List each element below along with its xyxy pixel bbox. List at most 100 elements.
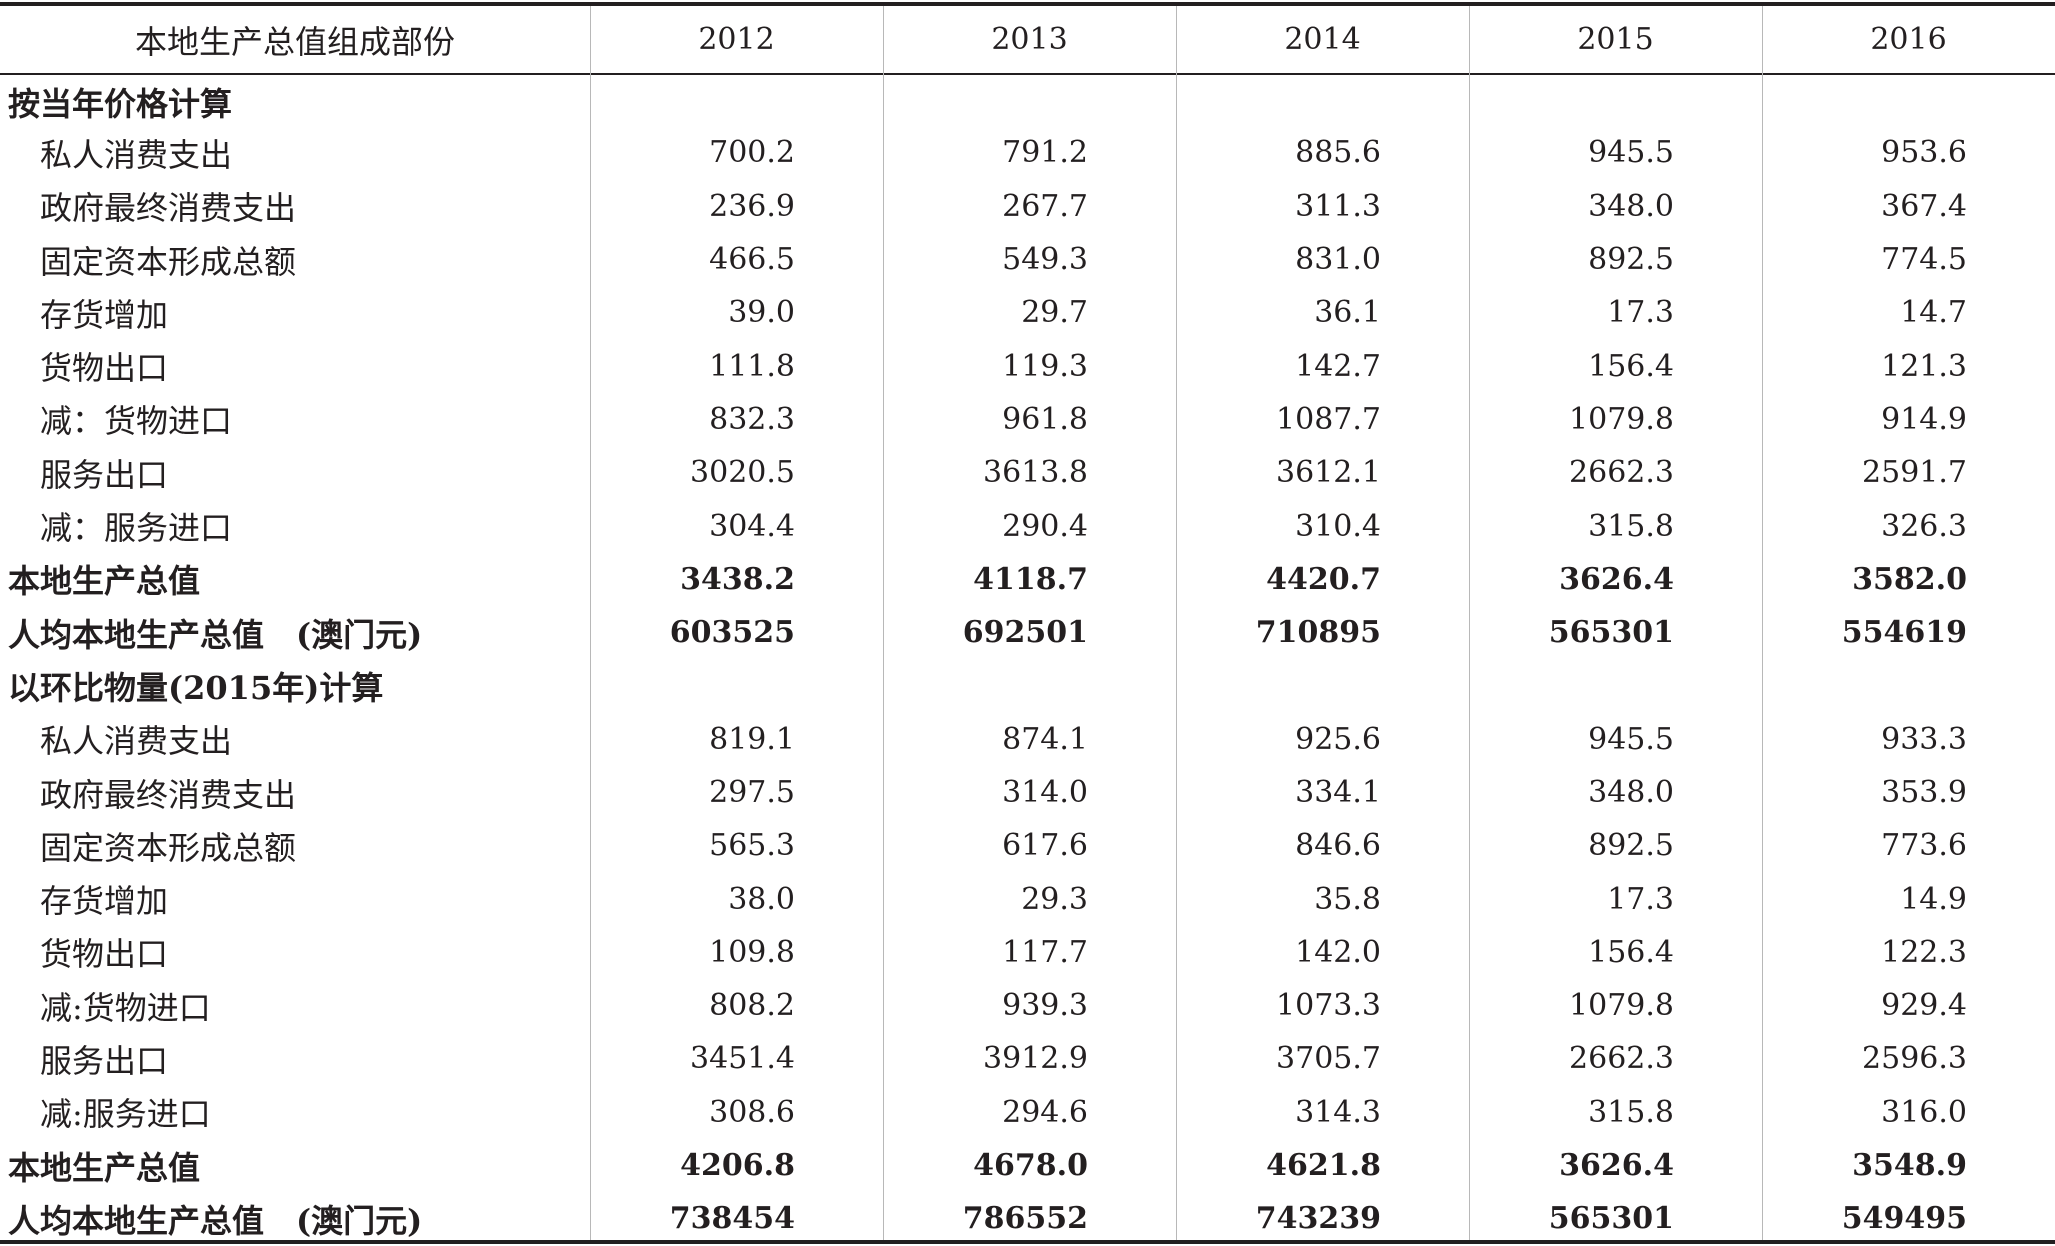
row-label: 减：服务进口 [40, 509, 233, 548]
table-header-row: 本地生产总值组成部份 2012 2013 2014 2015 2016 [0, 6, 2055, 73]
section-header-row: 以环比物量(2015年)计算 [0, 659, 2055, 712]
value-cell: 3912.9 [983, 1041, 1088, 1077]
value-cell: 692501 [962, 615, 1088, 651]
value-cell: 310.4 [1295, 508, 1381, 544]
value-cell: 2662.3 [1569, 1041, 1674, 1077]
table-row: 减：货物进口 832.3 961.8 1087.7 1079.8 914.9 [0, 393, 2055, 446]
total-row: 本地生产总值 4206.8 4678.0 4621.8 3626.4 3548.9 [0, 1139, 2055, 1192]
value-cell: 3613.8 [983, 455, 1088, 491]
column-divider [590, 6, 591, 1240]
header-cell-year: 2014 [1284, 22, 1361, 57]
value-cell: 565301 [1548, 1201, 1674, 1237]
table-row: 政府最终消费支出 297.5 314.0 334.1 348.0 353.9 [0, 766, 2055, 819]
value-cell: 3438.2 [680, 561, 795, 597]
row-label: 本地生产总值 [8, 1148, 201, 1187]
value-cell: 3451.4 [690, 1041, 795, 1077]
value-cell: 961.8 [1002, 401, 1088, 437]
value-cell: 1079.8 [1569, 988, 1674, 1024]
value-cell: 17.3 [1607, 881, 1674, 917]
value-cell: 2596.3 [1862, 1041, 1967, 1077]
total-row: 本地生产总值 3438.2 4118.7 4420.7 3626.4 3582.0 [0, 553, 2055, 606]
value-cell: 466.5 [709, 242, 795, 278]
table-row: 货物出口 111.8 119.3 142.7 156.4 121.3 [0, 339, 2055, 392]
value-cell: 294.6 [1002, 1094, 1088, 1130]
value-cell: 933.3 [1881, 721, 1967, 757]
value-cell: 109.8 [709, 934, 795, 970]
row-label: 服务出口 [40, 455, 169, 494]
value-cell: 953.6 [1881, 135, 1967, 171]
header-rule [0, 73, 2055, 75]
row-label: 减:货物进口 [40, 988, 211, 1027]
row-label: 人均本地生产总值 (澳门元) [8, 615, 423, 654]
header-cell-year: 2012 [698, 22, 775, 57]
value-cell: 4678.0 [973, 1148, 1088, 1184]
value-cell [1176, 659, 1469, 712]
value-cell: 117.7 [1002, 934, 1088, 970]
value-cell: 3582.0 [1852, 561, 1967, 597]
value-cell: 304.4 [709, 508, 795, 544]
value-cell: 743239 [1255, 1201, 1381, 1237]
total-row: 人均本地生产总值 (澳门元) 603525 692501 710895 565301 55… [0, 606, 2055, 659]
table-row: 服务出口 3020.5 3613.8 3612.1 2662.3 2591.7 [0, 446, 2055, 499]
row-label: 固定资本形成总额 [40, 242, 297, 281]
value-cell: 874.1 [1002, 721, 1088, 757]
table-row: 固定资本形成总额 466.5 549.3 831.0 892.5 774.5 [0, 233, 2055, 286]
value-cell: 334.1 [1295, 775, 1381, 810]
value-cell [883, 73, 1176, 126]
value-cell: 2662.3 [1569, 455, 1674, 491]
top-rule [0, 2, 2055, 6]
value-cell: 39.0 [728, 295, 795, 331]
value-cell: 786552 [962, 1201, 1088, 1237]
value-cell: 3626.4 [1559, 561, 1674, 597]
value-cell: 549.3 [1002, 242, 1088, 278]
table-row: 固定资本形成总额 565.3 617.6 846.6 892.5 773.6 [0, 819, 2055, 872]
value-cell: 832.3 [709, 401, 795, 437]
value-cell: 554619 [1841, 615, 1967, 651]
value-cell: 892.5 [1588, 828, 1674, 864]
row-label: 存货增加 [40, 882, 169, 921]
header-cell-component: 本地生产总值组成部份 [134, 22, 455, 61]
column-divider [1469, 6, 1470, 1240]
value-cell: 17.3 [1607, 295, 1674, 331]
header-cell-year: 2013 [991, 22, 1068, 57]
value-cell: 14.9 [1900, 881, 1967, 917]
value-cell: 348.0 [1588, 775, 1674, 810]
row-label: 人均本地生产总值 (澳门元) [8, 1201, 423, 1240]
row-label: 政府最终消费支出 [40, 775, 297, 814]
value-cell: 326.3 [1881, 508, 1967, 544]
value-cell: 142.0 [1295, 934, 1381, 970]
value-cell: 831.0 [1295, 242, 1381, 278]
value-cell: 808.2 [709, 988, 795, 1024]
value-cell: 791.2 [1002, 135, 1088, 171]
value-cell: 3626.4 [1559, 1148, 1674, 1184]
value-cell: 367.4 [1881, 188, 1967, 224]
section-header-row: 按当年价格计算 [0, 73, 2055, 126]
value-cell: 4621.8 [1266, 1148, 1381, 1184]
value-cell: 2591.7 [1862, 455, 1967, 491]
row-label: 货物出口 [40, 935, 169, 974]
value-cell: 1087.7 [1276, 401, 1381, 437]
row-label: 以环比物量(2015年)计算 [8, 668, 384, 707]
value-cell: 36.1 [1314, 295, 1381, 331]
value-cell: 700.2 [709, 135, 795, 171]
row-label: 固定资本形成总额 [40, 828, 297, 867]
row-label: 私人消费支出 [40, 135, 233, 174]
header-cell-year: 2016 [1870, 22, 1947, 57]
row-label: 减：货物进口 [40, 402, 233, 441]
value-cell: 29.3 [1021, 881, 1088, 917]
value-cell [590, 73, 883, 126]
value-cell: 1079.8 [1569, 401, 1674, 437]
value-cell: 3612.1 [1276, 455, 1381, 491]
value-cell: 914.9 [1881, 401, 1967, 437]
bottom-rule [0, 1240, 2055, 1244]
value-cell: 892.5 [1588, 242, 1674, 278]
value-cell: 738454 [669, 1201, 795, 1237]
row-label: 存货增加 [40, 295, 169, 334]
value-cell: 236.9 [709, 188, 795, 224]
value-cell: 315.8 [1588, 1094, 1674, 1130]
table-row: 减:货物进口 808.2 939.3 1073.3 1079.8 929.4 [0, 979, 2055, 1032]
table-row: 货物出口 109.8 117.7 142.0 156.4 122.3 [0, 926, 2055, 979]
value-cell: 774.5 [1881, 242, 1967, 278]
value-cell: 819.1 [709, 721, 795, 757]
column-divider [1762, 6, 1763, 1240]
